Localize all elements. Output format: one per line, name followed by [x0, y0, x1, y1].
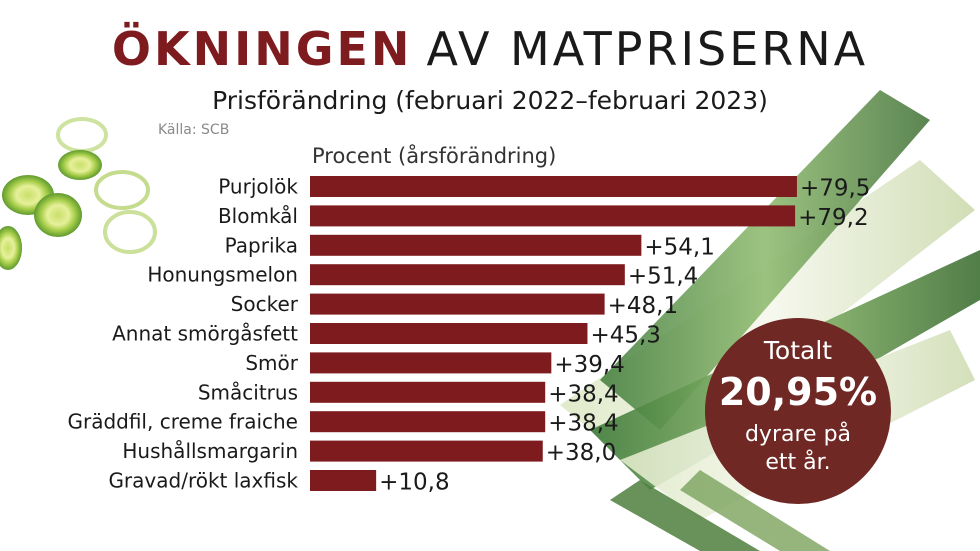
- value-label: +38,4: [548, 381, 618, 407]
- bar: [310, 470, 377, 491]
- badge-percentage: 20,95%: [718, 370, 878, 414]
- badge-line1: Totalt: [763, 336, 833, 365]
- category-label: Socker: [231, 292, 299, 316]
- leek-slices-icon: [0, 117, 157, 270]
- value-label: +79,5: [800, 176, 870, 202]
- bar: [310, 352, 552, 374]
- category-label: Småcitrus: [198, 380, 298, 404]
- bar: [310, 440, 543, 462]
- total-badge: Totalt 20,95% dyrare på ett år.: [705, 318, 891, 504]
- value-label: +51,4: [628, 264, 698, 290]
- value-label: +38,0: [546, 440, 616, 466]
- source-note: Källa: SCB: [158, 122, 230, 138]
- category-label: Gravad/rökt laxfisk: [108, 469, 298, 493]
- bar: [310, 381, 546, 403]
- badge-line4: ett år.: [765, 450, 831, 475]
- category-label: Hushållsmargarin: [122, 439, 298, 463]
- category-label: Honungsmelon: [147, 263, 298, 287]
- subtitle: Prisförändring (februari 2022–februari 2…: [212, 86, 768, 115]
- value-label: +10,8: [379, 470, 449, 496]
- category-label: Blomkål: [218, 204, 298, 228]
- category-label: Annat smörgåsfett: [112, 322, 298, 346]
- category-label: Smör: [245, 351, 298, 375]
- bar: [310, 205, 796, 227]
- value-label: +45,3: [590, 323, 660, 349]
- bar: [310, 176, 797, 197]
- category-label: Purjolök: [218, 175, 298, 199]
- category-label: Paprika: [225, 233, 298, 257]
- value-label: +54,1: [644, 234, 714, 260]
- value-label: +79,2: [798, 205, 868, 231]
- bar: [310, 323, 588, 344]
- value-label: +38,4: [548, 411, 618, 437]
- unit-label: Procent (årsförändring): [312, 144, 557, 168]
- title-bold: ÖKNINGEN: [111, 22, 413, 76]
- page-title: ÖKNINGEN AV MATPRISERNA: [0, 22, 980, 76]
- bar: [310, 234, 642, 256]
- value-label: +39,4: [554, 352, 624, 378]
- bar: [310, 411, 546, 433]
- value-label: +48,1: [608, 293, 678, 319]
- badge-line3: dyrare på: [744, 422, 852, 447]
- category-label: Gräddfil, creme fraiche: [67, 410, 298, 434]
- bar: [310, 264, 625, 286]
- bar: [310, 293, 605, 315]
- title-rest: AV MATPRISERNA: [426, 22, 869, 76]
